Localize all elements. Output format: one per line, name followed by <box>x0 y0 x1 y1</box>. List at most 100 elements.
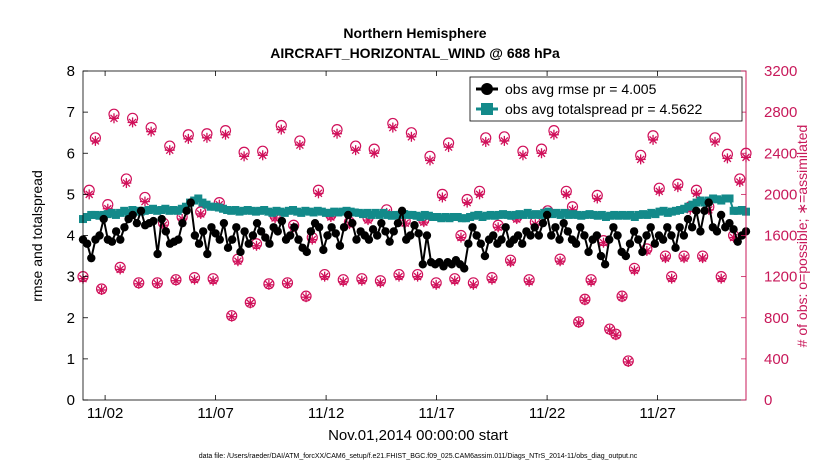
obs-assimilated-marker <box>586 276 597 287</box>
spread-point <box>531 210 540 219</box>
obs-assimilated-marker <box>276 124 287 135</box>
spread-point <box>647 208 656 217</box>
rmse-point <box>99 214 108 224</box>
obs-assimilated-marker <box>548 129 559 140</box>
obs-assimilated-marker <box>536 148 547 159</box>
obs-assimilated-stroke <box>593 194 602 203</box>
obs-assimilated-marker <box>183 133 194 144</box>
rmse-point <box>344 210 353 220</box>
spread-point <box>297 208 306 217</box>
obs-assimilated-stroke <box>258 151 267 160</box>
spread-point <box>251 207 260 216</box>
obs-assimilated-stroke <box>487 275 496 284</box>
rmse-point <box>256 227 266 236</box>
spread-point <box>144 206 153 215</box>
obs-assimilated-stroke <box>711 137 719 146</box>
obs-assimilated-marker <box>338 276 349 287</box>
rmse-point <box>526 231 535 240</box>
obs-assimilated-stroke <box>196 209 205 218</box>
spread-point <box>153 206 162 215</box>
rmse-point <box>240 227 249 236</box>
spread-point <box>643 210 652 219</box>
spread-point <box>289 206 298 215</box>
spread-point <box>387 211 396 220</box>
y-right-tick-label: 1200 <box>764 269 797 286</box>
data-layer <box>77 108 752 367</box>
spread-point <box>243 206 252 215</box>
obs-assimilated-stroke <box>147 127 156 136</box>
rmse-point <box>692 206 701 216</box>
rmse-point <box>671 243 680 253</box>
rmse-point <box>547 231 556 240</box>
rmse-point <box>605 235 614 244</box>
spread-point <box>696 196 705 205</box>
spread-point <box>371 208 380 217</box>
rmse-point <box>551 223 560 232</box>
rmse-point <box>642 231 651 240</box>
spread-point <box>470 211 479 220</box>
obs-assimilated-marker <box>592 193 603 204</box>
y-right-tick-label: 2000 <box>764 186 797 203</box>
obs-assimilated-stroke <box>134 279 143 288</box>
spread-point <box>729 206 738 215</box>
spread-point <box>671 206 680 215</box>
obs-assimilated-marker <box>226 311 237 322</box>
rmse-point <box>729 225 738 234</box>
rmse-point <box>563 227 573 236</box>
rmse-point <box>513 231 523 240</box>
y-right-tick-label: 2400 <box>764 145 797 162</box>
rmse-point <box>638 247 647 257</box>
obs-assimilated-marker <box>332 128 343 139</box>
spread-point <box>601 212 610 221</box>
rmse-point <box>261 233 270 242</box>
obs-assimilated-stroke <box>91 136 100 145</box>
spread-point <box>173 206 182 215</box>
obs-assimilated-stroke <box>339 277 348 286</box>
obs-assimilated-marker <box>139 196 150 207</box>
obs-assimilated-stroke <box>202 133 211 142</box>
obs-assimilated-marker <box>573 317 584 328</box>
rmse-point <box>373 231 382 240</box>
obs-assimilated-marker <box>517 150 528 161</box>
obs-assimilated-marker <box>208 275 219 286</box>
rmse-point <box>460 264 469 273</box>
obs-assimilated-marker <box>96 284 107 295</box>
rmse-point <box>87 253 96 263</box>
y-left-tick-label: 8 <box>67 63 75 80</box>
y-left-tick-label: 4 <box>67 228 75 245</box>
spread-point <box>359 210 368 219</box>
rmse-point <box>571 239 581 248</box>
rmse-point <box>161 227 171 236</box>
spread-point <box>219 204 228 213</box>
spread-point <box>667 207 676 216</box>
rmse-point <box>472 231 481 240</box>
spread-point <box>149 204 158 213</box>
rmse-point <box>559 218 568 228</box>
obs-assimilated-stroke <box>351 146 360 155</box>
obs-assimilated-stroke <box>227 312 236 321</box>
spread-point <box>268 208 277 217</box>
spread-point <box>589 210 598 219</box>
spread-point <box>317 207 326 216</box>
obs-assimilated-stroke <box>97 286 106 294</box>
obs-assimilated-stroke <box>667 274 676 283</box>
spread-point <box>342 206 351 215</box>
spread-point <box>161 204 170 213</box>
obs-assimilated-stroke <box>525 277 534 286</box>
rmse-point <box>223 243 233 253</box>
rmse-point <box>265 239 274 248</box>
rmse-point <box>406 231 415 240</box>
rmse-point <box>501 223 510 232</box>
rmse-point <box>335 241 345 250</box>
obs-assimilated-stroke <box>518 151 527 160</box>
obs-assimilated-stroke <box>413 272 422 281</box>
obs-assimilated-marker <box>722 153 733 164</box>
spread-point <box>326 208 335 217</box>
obs-assimilated-marker <box>555 256 566 267</box>
spread-point <box>202 200 211 209</box>
rmse-point <box>725 218 734 228</box>
rmse-point <box>215 235 224 244</box>
obs-assimilated-stroke <box>556 257 565 266</box>
spread-point <box>527 210 536 219</box>
obs-assimilated-stroke <box>376 278 385 287</box>
